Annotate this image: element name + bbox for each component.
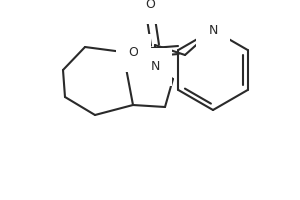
Text: N: N	[150, 60, 160, 73]
Text: N: N	[208, 23, 218, 36]
Text: O: O	[145, 0, 155, 11]
Text: O: O	[128, 46, 138, 60]
